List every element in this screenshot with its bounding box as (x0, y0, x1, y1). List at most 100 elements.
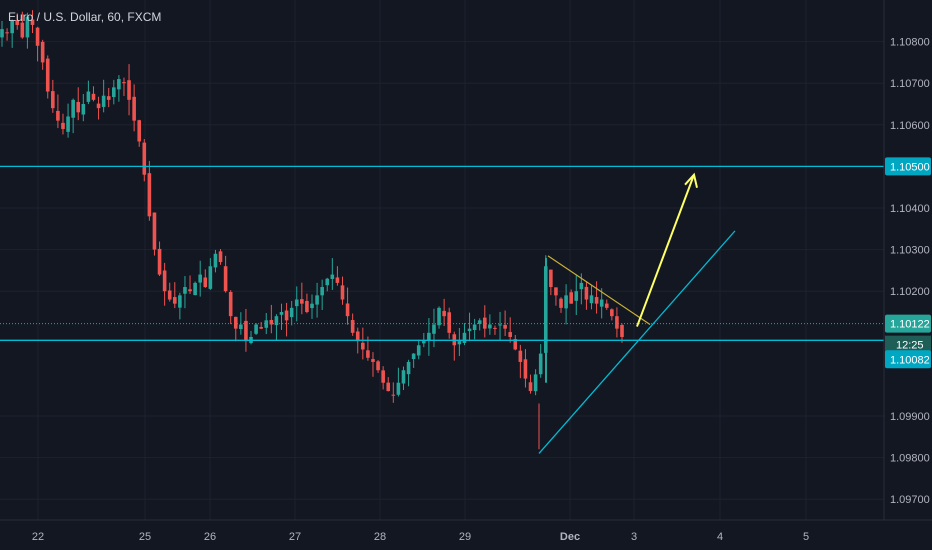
candle-body (599, 299, 604, 307)
candle-body (15, 20, 20, 25)
candle-body (284, 310, 289, 321)
candle-body (518, 350, 523, 362)
candle-body (528, 382, 533, 392)
candle-body (376, 361, 380, 371)
candle-body (503, 324, 507, 329)
candle-body (457, 341, 462, 345)
candle-body (584, 286, 589, 300)
candle-body (117, 79, 121, 90)
candle-body (305, 300, 309, 312)
time-axis[interactable] (0, 520, 932, 550)
candle-body (315, 295, 319, 305)
candle-body (355, 331, 360, 342)
support-trendline[interactable] (538, 230, 736, 454)
current-price-label: 1.10122 (890, 319, 930, 331)
projection-arrow[interactable] (636, 174, 695, 327)
candle-body (391, 394, 396, 396)
candle-body (40, 41, 45, 63)
price-tick-label: 1.09900 (890, 411, 930, 423)
price-axis[interactable] (884, 0, 932, 520)
candle-body (610, 309, 614, 317)
candle-body (533, 374, 538, 392)
candle-body (289, 307, 294, 318)
candle-body (320, 287, 324, 296)
candle-body (198, 274, 202, 283)
candle-body (401, 370, 406, 384)
time-tick-label: 26 (204, 531, 216, 543)
candle-body (549, 269, 553, 288)
candle-body (259, 327, 263, 329)
support-price-label: 1.10082 (890, 354, 930, 366)
candle-body (132, 96, 136, 121)
price-tick-label: 1.10800 (890, 37, 930, 49)
candle-body (233, 316, 238, 329)
candle-body (91, 93, 96, 100)
time-tick-label: 25 (139, 531, 151, 543)
candle-body (361, 342, 365, 350)
candle-body (203, 277, 208, 288)
candle-body (183, 287, 187, 294)
candle-body (56, 110, 60, 121)
candle-body (422, 341, 426, 344)
candle-body (488, 324, 492, 329)
candle-body (71, 99, 75, 118)
candle-body (482, 317, 487, 329)
candle-body (396, 382, 401, 395)
candle-body (447, 312, 452, 333)
candle-body (20, 22, 25, 38)
candle-body (274, 316, 279, 326)
candle-body (51, 91, 55, 109)
candle-body (432, 324, 436, 334)
resistance-trendline[interactable] (547, 255, 651, 325)
candle-body (162, 270, 167, 292)
candle-body (61, 122, 65, 129)
candle-body (112, 87, 116, 98)
candle-body (345, 303, 350, 317)
candle-body (45, 58, 50, 92)
candle-body (5, 32, 9, 34)
price-tick-label: 1.10400 (890, 203, 930, 215)
time-tick-label: 3 (631, 531, 637, 543)
candle-body (10, 20, 14, 34)
price-tick-label: 1.09700 (890, 494, 930, 506)
candle-body (604, 303, 609, 308)
candle-body (66, 116, 70, 132)
candle-body (350, 320, 355, 333)
candle-body (493, 327, 497, 329)
candle-body (467, 328, 472, 332)
candle-body (508, 332, 512, 337)
candle-body (427, 332, 431, 341)
candle-body (477, 320, 482, 324)
candle-body (579, 282, 584, 290)
candle-body (81, 104, 86, 115)
candle-body (325, 278, 330, 286)
price-tick-label: 1.10200 (890, 286, 930, 298)
candle-body (620, 324, 624, 337)
current-price-label-bg (885, 314, 931, 333)
countdown-bg (885, 335, 931, 354)
candle-body (594, 297, 599, 304)
candle-body (269, 319, 274, 325)
candle-body (96, 103, 101, 109)
resistance-price-label: 1.10500 (890, 161, 930, 173)
candle-body (152, 212, 157, 250)
price-tick-label: 1.10600 (890, 120, 930, 132)
candle-body (86, 91, 91, 102)
candle-body (574, 291, 579, 301)
candle-body (264, 320, 269, 328)
candle-body (228, 292, 233, 317)
candle-body (589, 295, 594, 304)
candle-body (538, 353, 543, 375)
candle-body (564, 295, 568, 309)
resistance-price-label-bg (885, 157, 931, 176)
time-tick-label: 27 (289, 531, 301, 543)
candle-body (371, 359, 375, 362)
candle-body (300, 299, 304, 304)
candle-body (122, 82, 126, 84)
candle-body (127, 80, 131, 100)
candle-body (330, 274, 335, 279)
candle-body (498, 324, 502, 326)
candle-body (172, 297, 177, 304)
